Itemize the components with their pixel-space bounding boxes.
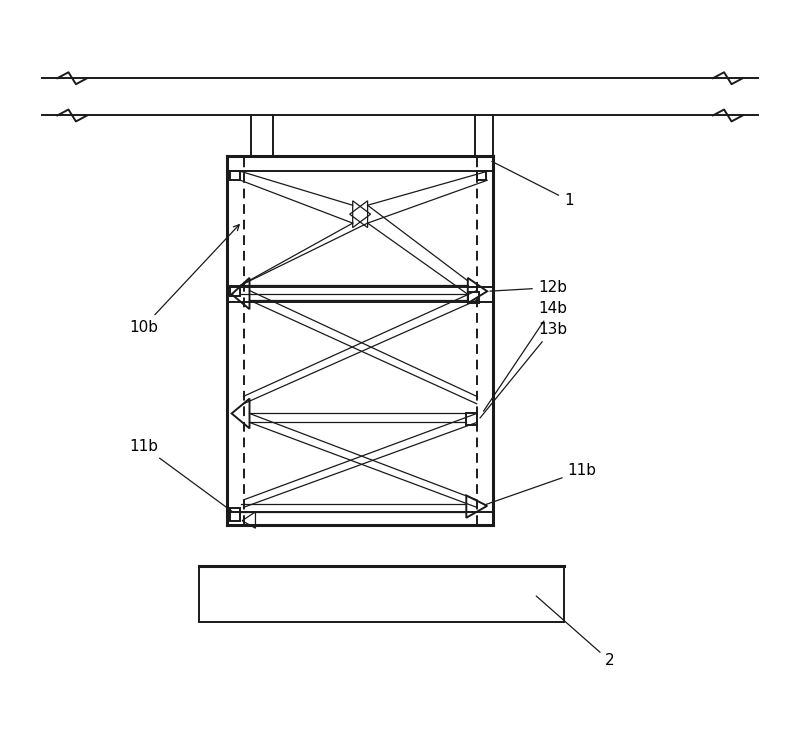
Bar xyxy=(199,566,564,622)
Bar xyxy=(230,508,240,521)
Text: 11b: 11b xyxy=(485,463,597,505)
Bar xyxy=(468,292,479,303)
Text: 11b: 11b xyxy=(129,439,232,512)
Bar xyxy=(477,171,486,180)
Bar xyxy=(466,413,478,425)
Text: 12b: 12b xyxy=(490,280,567,295)
Bar xyxy=(230,171,240,180)
Text: 14b: 14b xyxy=(483,301,567,411)
Text: 13b: 13b xyxy=(480,322,567,418)
Text: 10b: 10b xyxy=(129,225,239,335)
Bar xyxy=(230,286,240,296)
Text: 1: 1 xyxy=(492,162,574,208)
Text: 2: 2 xyxy=(536,596,614,668)
